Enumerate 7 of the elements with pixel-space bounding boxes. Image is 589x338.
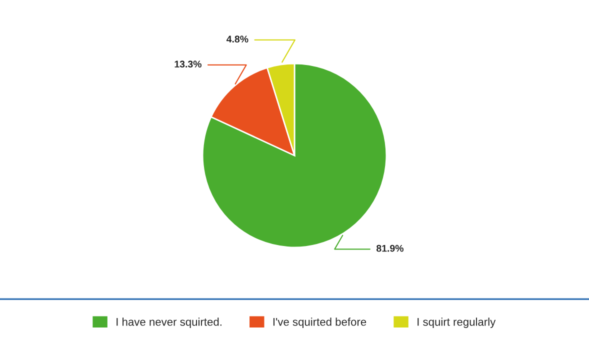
- data-label: 4.8%: [226, 36, 248, 43]
- data-label: 81.9%: [376, 244, 404, 252]
- pie-slice: [210, 67, 296, 156]
- data-label: 13.3%: [174, 60, 202, 68]
- legend-label: I have never squirted.: [116, 318, 222, 328]
- legend-label: I've squirted before: [273, 318, 366, 328]
- legend-label: I squirt regularly: [418, 318, 496, 328]
